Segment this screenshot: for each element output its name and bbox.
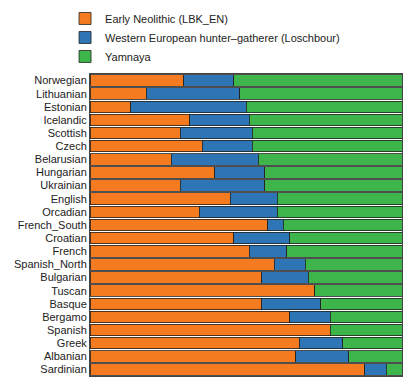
svg-text:Lithuanian: Lithuanian bbox=[36, 88, 87, 100]
svg-text:Ukrainian: Ukrainian bbox=[40, 179, 86, 191]
svg-text:Estonian: Estonian bbox=[44, 101, 87, 113]
svg-text:Tuscan: Tuscan bbox=[51, 285, 87, 297]
svg-text:Norwegian: Norwegian bbox=[34, 74, 87, 86]
svg-text:Bergamo: Bergamo bbox=[42, 311, 87, 323]
svg-text:Yamnaya: Yamnaya bbox=[105, 51, 152, 63]
svg-text:Orcadian: Orcadian bbox=[42, 206, 87, 218]
svg-text:Icelandic: Icelandic bbox=[43, 114, 87, 126]
svg-text:Western European hunter–gather: Western European hunter–gatherer (Loschb… bbox=[105, 32, 340, 44]
svg-text:French_South: French_South bbox=[18, 219, 87, 231]
svg-text:Belarusian: Belarusian bbox=[35, 153, 87, 165]
svg-text:Greek: Greek bbox=[57, 337, 87, 349]
svg-text:Spanish_North: Spanish_North bbox=[14, 258, 87, 270]
svg-text:Albanian: Albanian bbox=[44, 350, 87, 362]
svg-text:Spanish: Spanish bbox=[47, 324, 87, 336]
svg-text:Early Neolithic (LBK_EN): Early Neolithic (LBK_EN) bbox=[105, 13, 228, 25]
svg-text:Bulgarian: Bulgarian bbox=[40, 271, 86, 283]
svg-text:Sardinian: Sardinian bbox=[40, 363, 86, 375]
svg-text:Croatian: Croatian bbox=[45, 232, 87, 244]
svg-text:Scottish: Scottish bbox=[48, 127, 87, 139]
svg-text:English: English bbox=[51, 193, 87, 205]
svg-text:Czech: Czech bbox=[56, 140, 87, 152]
svg-text:French: French bbox=[53, 245, 87, 257]
svg-text:Basque: Basque bbox=[49, 298, 86, 310]
svg-text:Hungarian: Hungarian bbox=[36, 166, 87, 178]
